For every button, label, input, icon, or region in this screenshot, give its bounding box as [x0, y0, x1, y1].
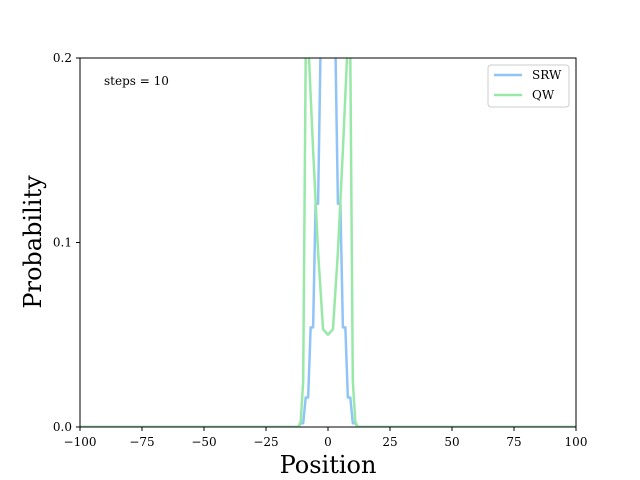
x-tick-label: 0: [324, 435, 332, 449]
y-axis-ticks: 0.0 0.1 0.2: [53, 51, 80, 434]
series-layer: [80, 58, 576, 427]
x-tick-label: 75: [506, 435, 521, 449]
series-line-qw: [80, 58, 576, 427]
x-tick-label: 100: [565, 435, 588, 449]
legend: SRW QW: [487, 64, 570, 108]
x-tick-label: −50: [191, 435, 216, 449]
y-tick-label: 0.2: [53, 51, 72, 65]
x-axis-title: Position: [280, 451, 377, 479]
x-tick-label: −25: [253, 435, 278, 449]
plot-area: [80, 58, 576, 427]
x-tick-label: −75: [129, 435, 154, 449]
series-line-srw: [80, 58, 576, 427]
y-axis-title: Probability: [19, 175, 47, 309]
x-tick-label: 50: [444, 435, 459, 449]
x-tick-label: −100: [64, 435, 97, 449]
legend-label-srw: SRW: [532, 68, 562, 82]
steps-annotation: steps = 10: [104, 74, 169, 88]
x-tick-label: 25: [382, 435, 397, 449]
y-tick-label: 0.0: [53, 420, 72, 434]
y-tick-label: 0.1: [53, 236, 72, 250]
legend-label-qw: QW: [532, 88, 555, 102]
x-axis-ticks: −100 −75 −50 −25 0 25 50 75 100: [64, 427, 588, 449]
